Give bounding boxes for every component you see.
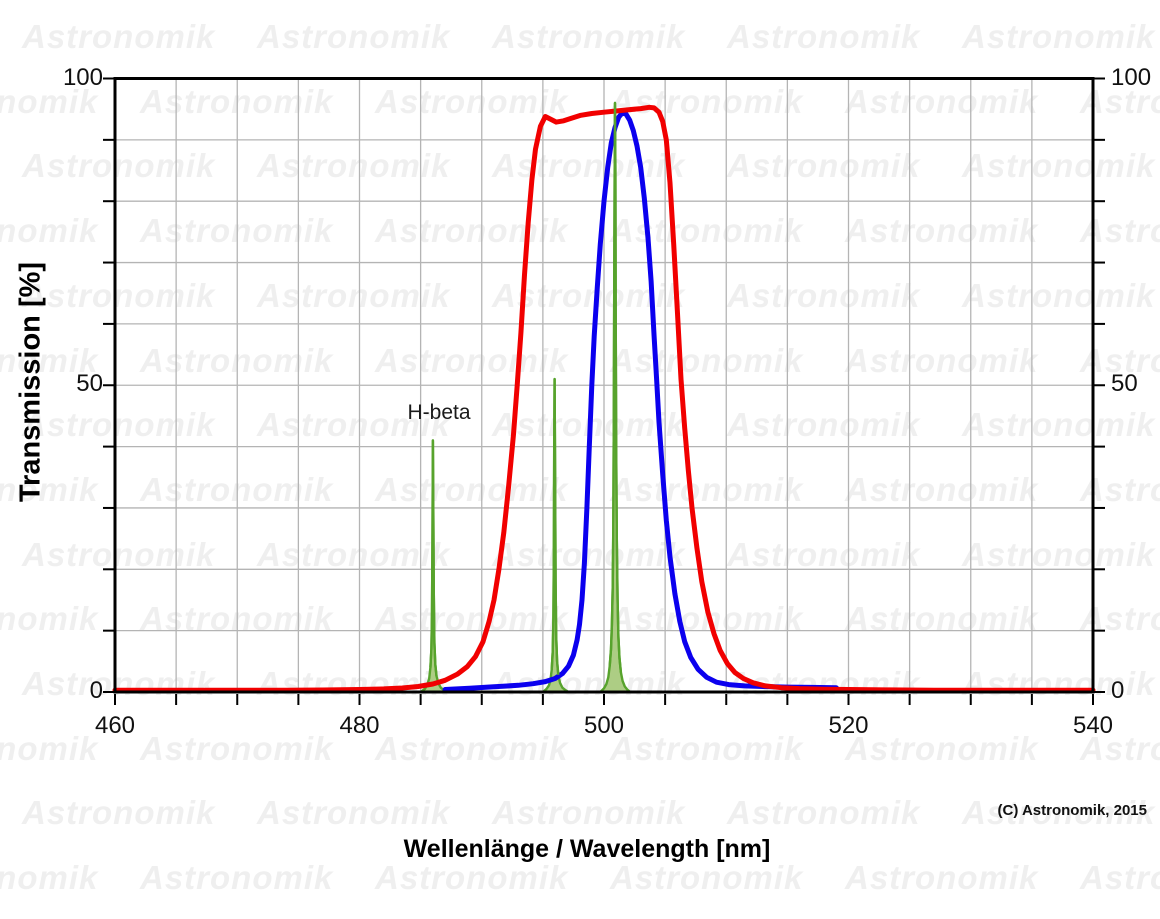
watermark-text: Astronomik <box>962 18 1156 55</box>
watermark-text: Astronomik <box>845 729 1039 767</box>
watermark-text: Astronomik <box>0 341 99 379</box>
emission-line-overlays <box>429 101 623 677</box>
axis-ticks <box>103 77 1105 705</box>
watermark-text: Astronomik <box>22 147 216 185</box>
watermark-text: Astronomik <box>0 729 99 767</box>
watermark-text: Astronomik <box>727 18 921 55</box>
watermark-text: Astronomik <box>0 859 99 897</box>
watermark-text: Astronomik <box>0 470 99 508</box>
watermark-text: Astronomik <box>610 212 804 250</box>
plot-border <box>113 77 1095 694</box>
watermark-text: Astronomik <box>22 406 216 444</box>
watermark-text: Astronomik <box>375 82 569 120</box>
watermark-text: Astronomik <box>140 470 334 508</box>
plot-frame <box>113 77 1095 694</box>
watermark-text: Astronomik <box>140 82 334 120</box>
watermark-text: Astronomik <box>257 794 451 832</box>
watermark-text: Astronomik <box>727 147 921 185</box>
watermark-text: Astronomik <box>257 665 451 702</box>
watermark-text: Astronomik <box>492 794 686 832</box>
watermark-text: Astronomik <box>962 665 1156 702</box>
red-filter-curve-broad-bandpass <box>112 104 1096 693</box>
watermark-text: Astronomik <box>610 341 804 379</box>
watermark-text: Astronomik <box>845 341 1039 379</box>
watermark-text: Astronomik <box>492 535 686 573</box>
watermark-text: Astronomik <box>375 470 569 508</box>
watermark-text: Astronomik <box>610 859 804 897</box>
watermark-text: Astronomik <box>845 470 1039 508</box>
watermark-text: Astronomik <box>22 665 216 702</box>
watermark-text: Astronomik <box>962 147 1156 185</box>
watermark-text: Astronomik <box>257 406 451 444</box>
watermark-text: Astronomik <box>492 147 686 185</box>
grid-lines <box>115 78 1093 692</box>
watermark-text: Astronomik <box>610 729 804 767</box>
watermark-text: Astronomik <box>375 341 569 379</box>
watermark-text: Astronomik <box>22 794 216 832</box>
watermark-text: Astronomik <box>845 859 1039 897</box>
watermark-text: Astronomik <box>0 82 99 120</box>
blue-filter-curve-narrow-bandpass <box>442 110 839 692</box>
watermark-text: Astronomik <box>22 18 216 55</box>
watermark-text: Astronomik <box>727 406 921 444</box>
watermark-text: Astronomik <box>22 535 216 573</box>
watermark-text: Astronomik <box>22 276 216 314</box>
watermark-text: Astronomik <box>375 212 569 250</box>
watermark-text: Astronomik <box>1080 859 1160 897</box>
watermark-text: Astronomik <box>257 147 451 185</box>
emission-line-oiii-501nm-overlay <box>608 101 623 673</box>
watermark-text: Astronomik <box>962 406 1156 444</box>
watermark-text: Astronomik <box>962 535 1156 573</box>
watermark-text: Astronomik <box>1080 729 1160 767</box>
watermark-text: Astronomik <box>727 535 921 573</box>
watermark-text: Astronomik <box>140 341 334 379</box>
watermark-text: Astronomik <box>140 859 334 897</box>
watermark-text: Astronomik <box>375 729 569 767</box>
y-axis-title: Transmission [%] <box>14 261 47 503</box>
watermark-text: Astronomik <box>140 729 334 767</box>
x-axis-title: Wellenlänge / Wavelength [nm] <box>403 835 771 863</box>
watermark-text: Astronomik <box>962 276 1156 314</box>
watermark-text: Astronomik <box>257 18 451 55</box>
watermark-text: Astronomik <box>257 535 451 573</box>
watermark-text: Astronomik <box>610 82 804 120</box>
emission-line-oiii-496nm-overlay <box>550 377 560 675</box>
watermark-text: Astronomik <box>727 794 921 832</box>
hbeta-annotation-label: H-beta <box>407 401 471 424</box>
watermark-text: Astronomik <box>140 212 334 250</box>
watermark-text: Astronomik <box>727 276 921 314</box>
watermark-text: Astronomik <box>492 18 686 55</box>
watermark-text: Astronomik <box>0 600 99 638</box>
watermark-text: Astronomik <box>845 212 1039 250</box>
watermark-text: Astronomik <box>610 470 804 508</box>
copyright-note: (C) Astronomik, 2015 <box>997 802 1147 819</box>
emission-line-h-beta-486nm-overlay <box>429 439 438 677</box>
watermark-text: Astronomik <box>845 82 1039 120</box>
watermark-text: Astronomik <box>375 859 569 897</box>
watermark-text: Astronomik <box>962 794 1156 832</box>
watermark-text: Astronomik <box>257 276 451 314</box>
watermark-text: Astronomik <box>0 212 99 250</box>
